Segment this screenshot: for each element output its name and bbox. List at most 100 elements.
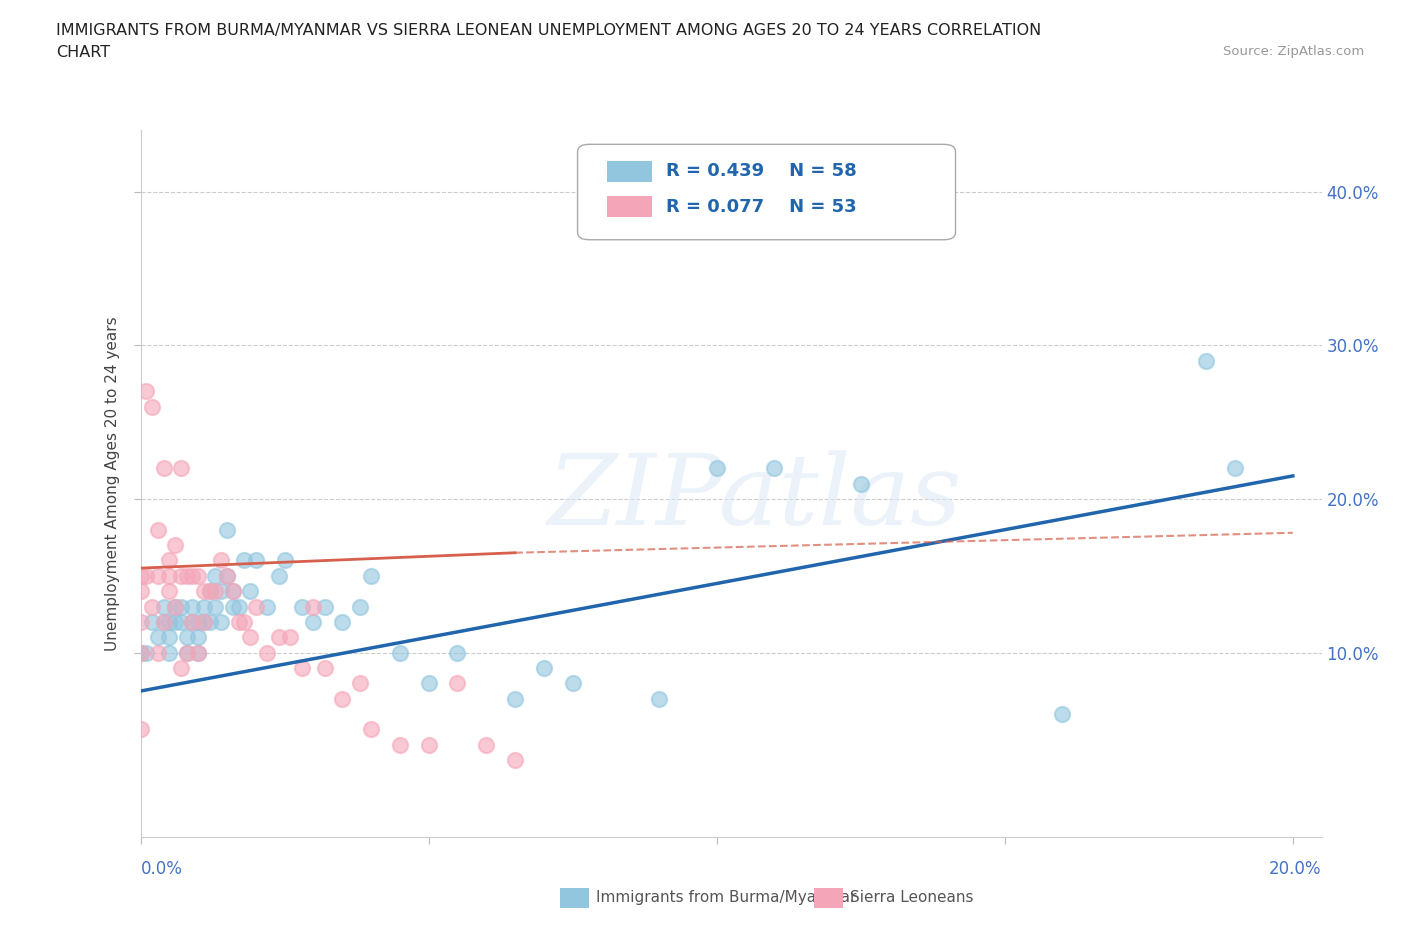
Point [330, 691, 353, 706]
Point [157, 630, 180, 644]
Point [267, 630, 290, 644]
Point [170, 660, 193, 675]
Point [157, 568, 180, 583]
Point [181, 615, 204, 630]
Bar [560, 888, 589, 908]
Point [165, 599, 187, 614]
Point [561, 676, 583, 691]
Point [129, 615, 152, 630]
Point [193, 615, 215, 630]
Point [198, 584, 221, 599]
Point [215, 523, 238, 538]
Point [291, 660, 314, 675]
Point [135, 645, 157, 660]
Point [302, 599, 325, 614]
Text: R = 0.077    N = 53: R = 0.077 N = 53 [666, 197, 856, 216]
Point [222, 584, 245, 599]
Point [165, 615, 187, 630]
Point [157, 615, 180, 630]
Point [503, 752, 526, 767]
Point [146, 523, 169, 538]
Point [706, 460, 728, 475]
Point [388, 737, 411, 752]
Point [129, 568, 152, 583]
Point [193, 584, 215, 599]
Point [198, 584, 221, 599]
Point [193, 615, 215, 630]
Text: Sierra Leoneans: Sierra Leoneans [851, 890, 974, 905]
Point [273, 553, 295, 568]
Point [165, 538, 187, 552]
Point [446, 645, 468, 660]
Point [187, 645, 209, 660]
Point [176, 568, 198, 583]
Point [291, 599, 314, 614]
Point [129, 584, 152, 599]
Point [239, 630, 262, 644]
Text: 0.0%: 0.0% [141, 860, 183, 878]
Point [1195, 353, 1218, 368]
Text: Immigrants from Burma/Myanmar: Immigrants from Burma/Myanmar [596, 890, 856, 905]
Bar [607, 196, 652, 217]
Point [176, 630, 198, 644]
Point [360, 722, 382, 737]
Point [157, 553, 180, 568]
Point [152, 615, 174, 630]
Point [533, 660, 555, 675]
Point [209, 615, 232, 630]
Point [475, 737, 498, 752]
Point [146, 630, 169, 644]
Point [152, 615, 174, 630]
Point [245, 553, 267, 568]
Point [141, 399, 163, 414]
Point [181, 615, 204, 630]
Point [187, 630, 209, 644]
Text: Source: ZipAtlas.com: Source: ZipAtlas.com [1223, 45, 1364, 58]
Point [446, 676, 468, 691]
Point [135, 384, 157, 399]
Point [141, 615, 163, 630]
Point [181, 599, 204, 614]
Point [157, 645, 180, 660]
Point [1052, 707, 1074, 722]
FancyBboxPatch shape [578, 144, 956, 240]
Point [170, 599, 193, 614]
Text: IMMIGRANTS FROM BURMA/MYANMAR VS SIERRA LEONEAN UNEMPLOYMENT AMONG AGES 20 TO 24: IMMIGRANTS FROM BURMA/MYANMAR VS SIERRA … [56, 23, 1042, 38]
Point [228, 599, 250, 614]
Text: CHART: CHART [56, 45, 110, 60]
Point [233, 615, 256, 630]
Point [267, 568, 290, 583]
Point [222, 584, 245, 599]
Point [1225, 460, 1247, 475]
Point [204, 599, 226, 614]
Bar [814, 888, 844, 908]
Point [215, 568, 238, 583]
Point [176, 645, 198, 660]
Y-axis label: Unemployment Among Ages 20 to 24 years: Unemployment Among Ages 20 to 24 years [105, 316, 121, 651]
Point [418, 676, 440, 691]
Point [170, 568, 193, 583]
Point [239, 584, 262, 599]
Point [187, 615, 209, 630]
Text: R = 0.439    N = 58: R = 0.439 N = 58 [666, 162, 856, 180]
Point [181, 568, 204, 583]
Point [349, 676, 371, 691]
Point [330, 615, 353, 630]
Bar [607, 161, 652, 181]
Point [222, 599, 245, 614]
Point [314, 599, 336, 614]
Text: 20.0%: 20.0% [1270, 860, 1322, 878]
Point [349, 599, 371, 614]
Point [215, 568, 238, 583]
Point [209, 584, 232, 599]
Point [152, 599, 174, 614]
Point [418, 737, 440, 752]
Point [129, 645, 152, 660]
Point [503, 691, 526, 706]
Point [256, 599, 278, 614]
Point [849, 476, 872, 491]
Point [360, 568, 382, 583]
Point [228, 615, 250, 630]
Point [256, 645, 278, 660]
Point [233, 553, 256, 568]
